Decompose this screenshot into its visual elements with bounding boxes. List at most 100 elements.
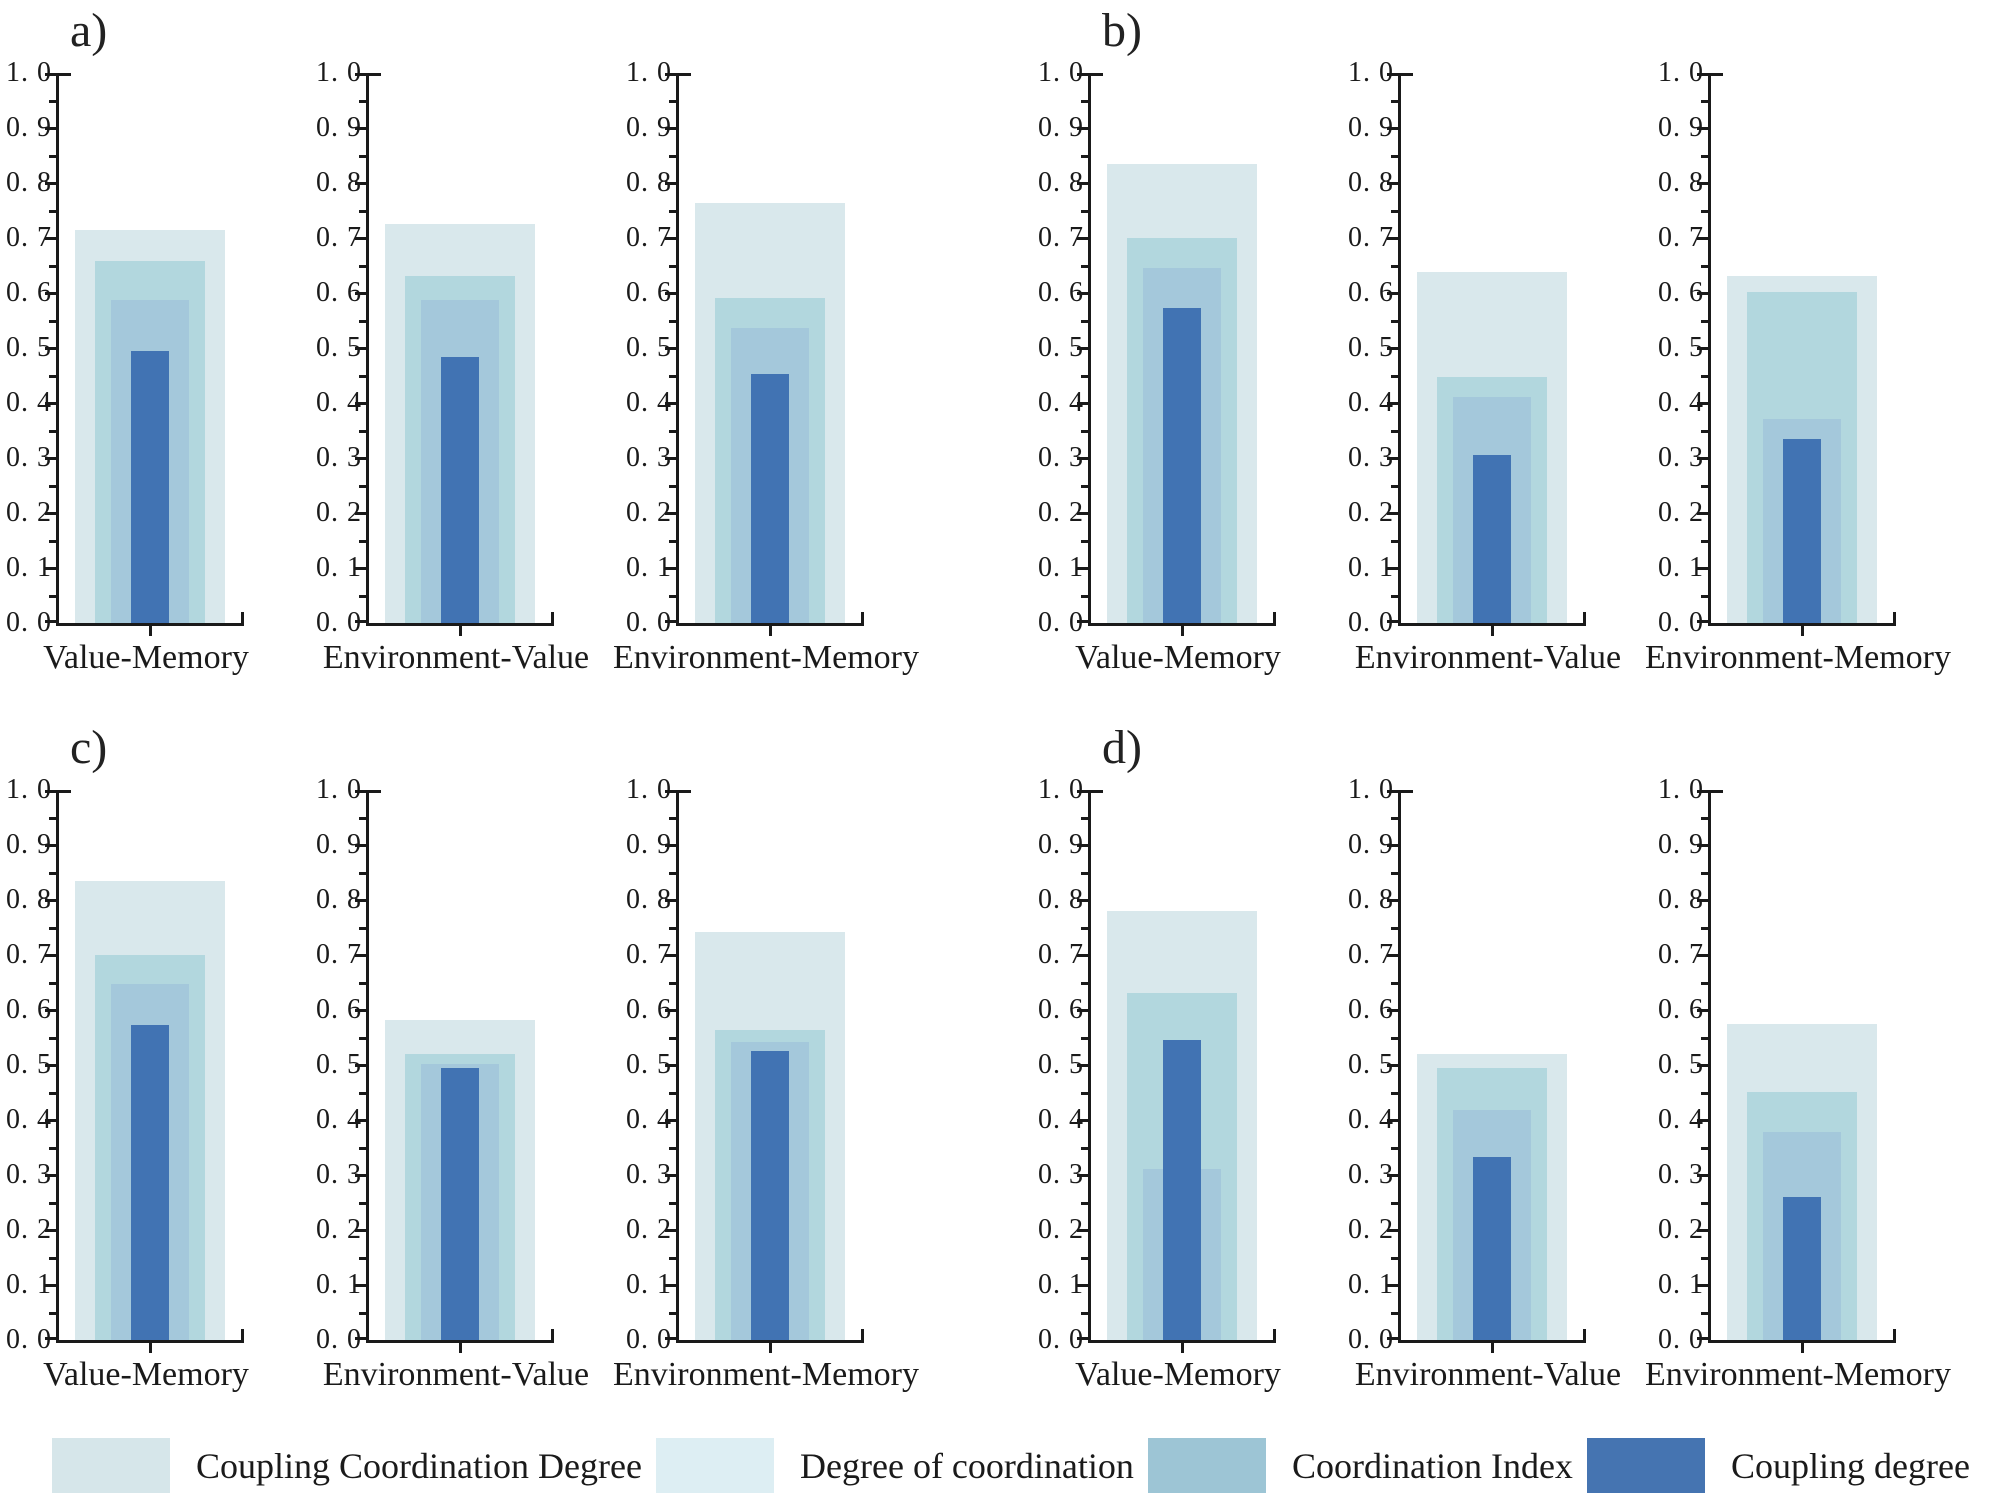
y-major-tick [1077, 567, 1088, 570]
y-major-tick [45, 899, 56, 902]
y-minor-tick [1081, 1146, 1088, 1150]
y-tick-label: 0. 1 [1038, 552, 1084, 583]
y-major-tick [355, 457, 366, 460]
y-minor-tick [1391, 484, 1398, 488]
y-minor-tick [1391, 264, 1398, 268]
legend-label-coupling-coordination-degree: Coupling Coordination Degree [196, 1445, 642, 1486]
y-major-tick [355, 237, 366, 240]
x-category-label: Environment-Value [1354, 1356, 1622, 1393]
chart-d--environment-value: 0. 0 0. 1 0. 2 0. 3 0. 4 0. 5 0. 6 0. 7 0. 8 0. 9… [1342, 775, 1652, 1410]
y-minor-tick [1391, 1091, 1398, 1095]
y-tick-label: 0. 3 [316, 442, 362, 473]
y-major-tick [665, 292, 676, 295]
y-minor-tick [1081, 594, 1088, 598]
y-minor-tick [49, 209, 56, 213]
y-tick-label: 0. 7 [316, 939, 362, 970]
y-tick-label: 0. 6 [1348, 277, 1394, 308]
y-tick-label: 0. 3 [1658, 442, 1704, 473]
y-minor-tick [669, 99, 676, 103]
y-minor-tick [49, 1091, 56, 1095]
y-tick-label: 0. 4 [1038, 1104, 1084, 1135]
y-minor-tick [669, 374, 676, 378]
y-major-tick [45, 292, 56, 295]
chart-b--value-memory: 0. 0 0. 1 0. 2 0. 3 0. 4 0. 5 0. 6 0. 7 0. 8 0. 9… [1032, 58, 1342, 693]
y-major-tick [1387, 457, 1398, 460]
y-major-tick [1077, 237, 1088, 240]
y-minor-tick [359, 99, 366, 103]
x-end-tick [1583, 1329, 1586, 1340]
y-tick-label: 0. 4 [1658, 1104, 1704, 1135]
y-tick-label: 0. 9 [6, 829, 52, 860]
y-major-tick [45, 1337, 56, 1340]
y-tick-label: 0. 3 [1348, 1159, 1394, 1190]
y-major-tick [1077, 954, 1088, 957]
y-minor-tick [49, 264, 56, 268]
y-minor-tick [669, 981, 676, 985]
y-tick-label: 0. 5 [1658, 332, 1704, 363]
y-major-tick [1697, 457, 1708, 460]
y-tick-label: 0. 1 [626, 1269, 672, 1300]
y-tick-label: 0. 0 [316, 607, 362, 638]
y-minor-tick [359, 1091, 366, 1095]
y-minor-tick [1391, 99, 1398, 103]
chart-b--environment-memory: 0. 0 0. 1 0. 2 0. 3 0. 4 0. 5 0. 6 0. 7 0. 8 0. 9… [1645, 58, 1962, 693]
y-tick-label: 0. 4 [316, 387, 362, 418]
y-tick-label: 0. 7 [316, 222, 362, 253]
y-tick-label: 0. 3 [626, 1159, 672, 1190]
chart-d--environment-memory: 0. 0 0. 1 0. 2 0. 3 0. 4 0. 5 0. 6 0. 7 0. 8 0. 9… [1645, 775, 1962, 1410]
y-major-tick [665, 1064, 676, 1067]
y-tick-label: 0. 8 [6, 884, 52, 915]
y-minor-tick [359, 1256, 366, 1260]
figure-legend: Coupling Coordination Degree Degree of co… [52, 1438, 1970, 1493]
y-minor-tick [1701, 319, 1708, 323]
y-minor-tick [1391, 1256, 1398, 1260]
y-tick-label: 1. 0 [626, 57, 672, 88]
y-tick-label: 0. 7 [6, 222, 52, 253]
y-major-tick [45, 954, 56, 957]
y-minor-tick [1701, 484, 1708, 488]
plot-area [1387, 790, 1586, 1353]
y-major-tick [355, 182, 366, 185]
legend-label-coupling-degree: Coupling degree [1731, 1445, 1970, 1486]
y-tick-label: 0. 3 [6, 442, 52, 473]
chart-a--environment-value: 0. 0 0. 1 0. 2 0. 3 0. 4 0. 5 0. 6 0. 7 0. 8 0. 9… [310, 58, 620, 693]
y-minor-tick [1081, 264, 1088, 268]
y-minor-tick [669, 319, 676, 323]
y-tick-label: 0. 5 [6, 332, 52, 363]
bar-coupling-degree [1163, 308, 1201, 623]
y-tick-label: 0. 2 [316, 1214, 362, 1245]
y-major-tick [1077, 1009, 1088, 1012]
y-tick-label: 0. 4 [316, 1104, 362, 1135]
y-major-tick [355, 1174, 366, 1177]
y-tick-label: 0. 9 [1658, 112, 1704, 143]
y-minor-tick [1391, 981, 1398, 985]
y-minor-tick [359, 1146, 366, 1150]
x-center-tick [148, 626, 152, 636]
y-major-tick [1697, 790, 1708, 793]
y-minor-tick [359, 981, 366, 985]
y-tick-label: 1. 0 [1658, 57, 1704, 88]
y-major-tick [355, 954, 366, 957]
y-minor-tick [1391, 594, 1398, 598]
x-category-label: Environment-Memory [613, 639, 919, 676]
y-minor-tick [1391, 319, 1398, 323]
y-tick-label: 0. 1 [1038, 1269, 1084, 1300]
chart-d--value-memory: 0. 0 0. 1 0. 2 0. 3 0. 4 0. 5 0. 6 0. 7 0. 8 0. 9… [1032, 775, 1342, 1410]
y-tick-label: 0. 7 [1038, 222, 1084, 253]
y-minor-tick [359, 539, 366, 543]
y-minor-tick [669, 484, 676, 488]
y-tick-label: 0. 3 [626, 442, 672, 473]
y-minor-tick [359, 926, 366, 930]
y-major-tick [45, 1174, 56, 1177]
y-tick-label: 0. 6 [626, 994, 672, 1025]
y-tick-label: 0. 9 [1038, 829, 1084, 860]
y-major-tick [1387, 127, 1398, 130]
y-minor-tick [359, 1311, 366, 1315]
x-category-label: Value-Memory [1075, 1356, 1281, 1393]
y-tick-label: 1. 0 [316, 57, 362, 88]
x-end-tick [861, 612, 864, 623]
figure-row-1: a) 0. 0 0. 1 0. 2 0. 3 0. 4 0. 5 0. 6 0. 7 0. 8 0.… [0, 5, 1962, 693]
panel-c-: c) 0. 0 0. 1 0. 2 0. 3 0. 4 0. 5 0. 6 0. 7 0. 8 0.… [0, 722, 930, 1410]
legend-swatch-coordination-index [1147, 1438, 1266, 1493]
